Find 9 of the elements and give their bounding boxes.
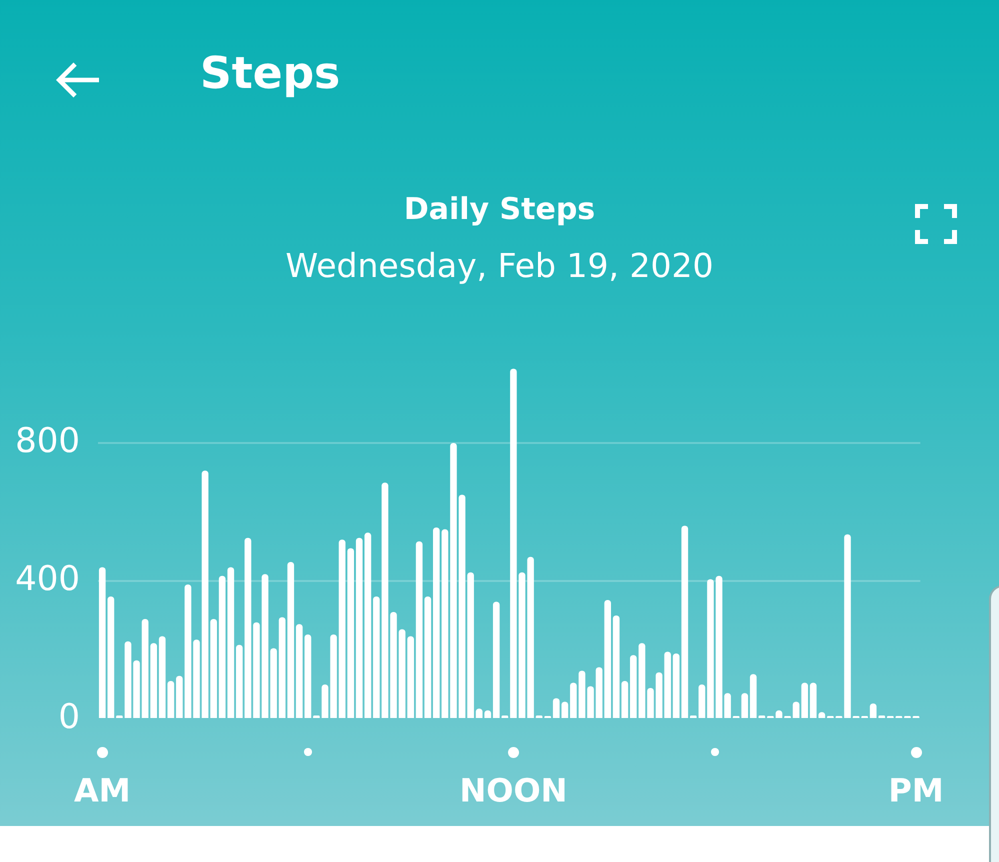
chart-title: Daily Steps [404, 192, 596, 228]
y-tick-label: 800 [15, 420, 80, 461]
text: Steps [200, 48, 340, 101]
y-tick-label: 400 [15, 558, 80, 599]
y-tick-label: 0 [58, 696, 80, 737]
x-tick-label: NOON [459, 772, 568, 810]
x-tick-label: AM [74, 772, 131, 810]
x-tick-label: PM [888, 772, 944, 810]
chart-subtitle: Wednesday, Feb 19, 2020 [286, 246, 714, 286]
